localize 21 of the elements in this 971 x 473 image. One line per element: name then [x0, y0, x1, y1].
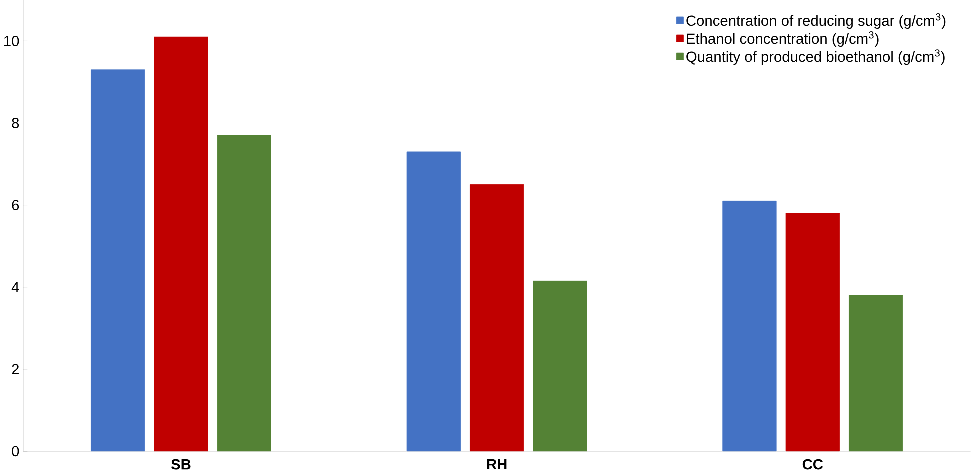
y-tick-label: 0: [12, 446, 20, 457]
bar: [470, 184, 524, 452]
bar: [533, 280, 588, 452]
legend-label: Concentration of reducing sugar (g/cm$^{3}$): [686, 13, 946, 29]
y-tick-label: 8: [12, 118, 20, 128]
bar: [786, 213, 840, 452]
x-tick-label: RH: [487, 459, 507, 470]
y-tick-label: 2: [12, 364, 19, 374]
y-tick-label: 10: [4, 36, 20, 46]
x-tick-label: SB: [171, 459, 191, 470]
bar: [154, 36, 208, 452]
bar: [849, 295, 904, 452]
bar: [406, 152, 461, 452]
y-tick-label: 4: [12, 282, 20, 292]
bar: [91, 70, 146, 452]
x-tick-label: CC: [802, 459, 824, 470]
bar: [217, 135, 272, 452]
bar: [722, 200, 777, 452]
legend-label: Ethanol concentration (g/cm$^{3}$): [687, 31, 879, 47]
legend-label: Quantity of produced bioethanol (g/cm$^{3}$): [686, 50, 945, 66]
y-tick-label: 6: [12, 200, 20, 210]
